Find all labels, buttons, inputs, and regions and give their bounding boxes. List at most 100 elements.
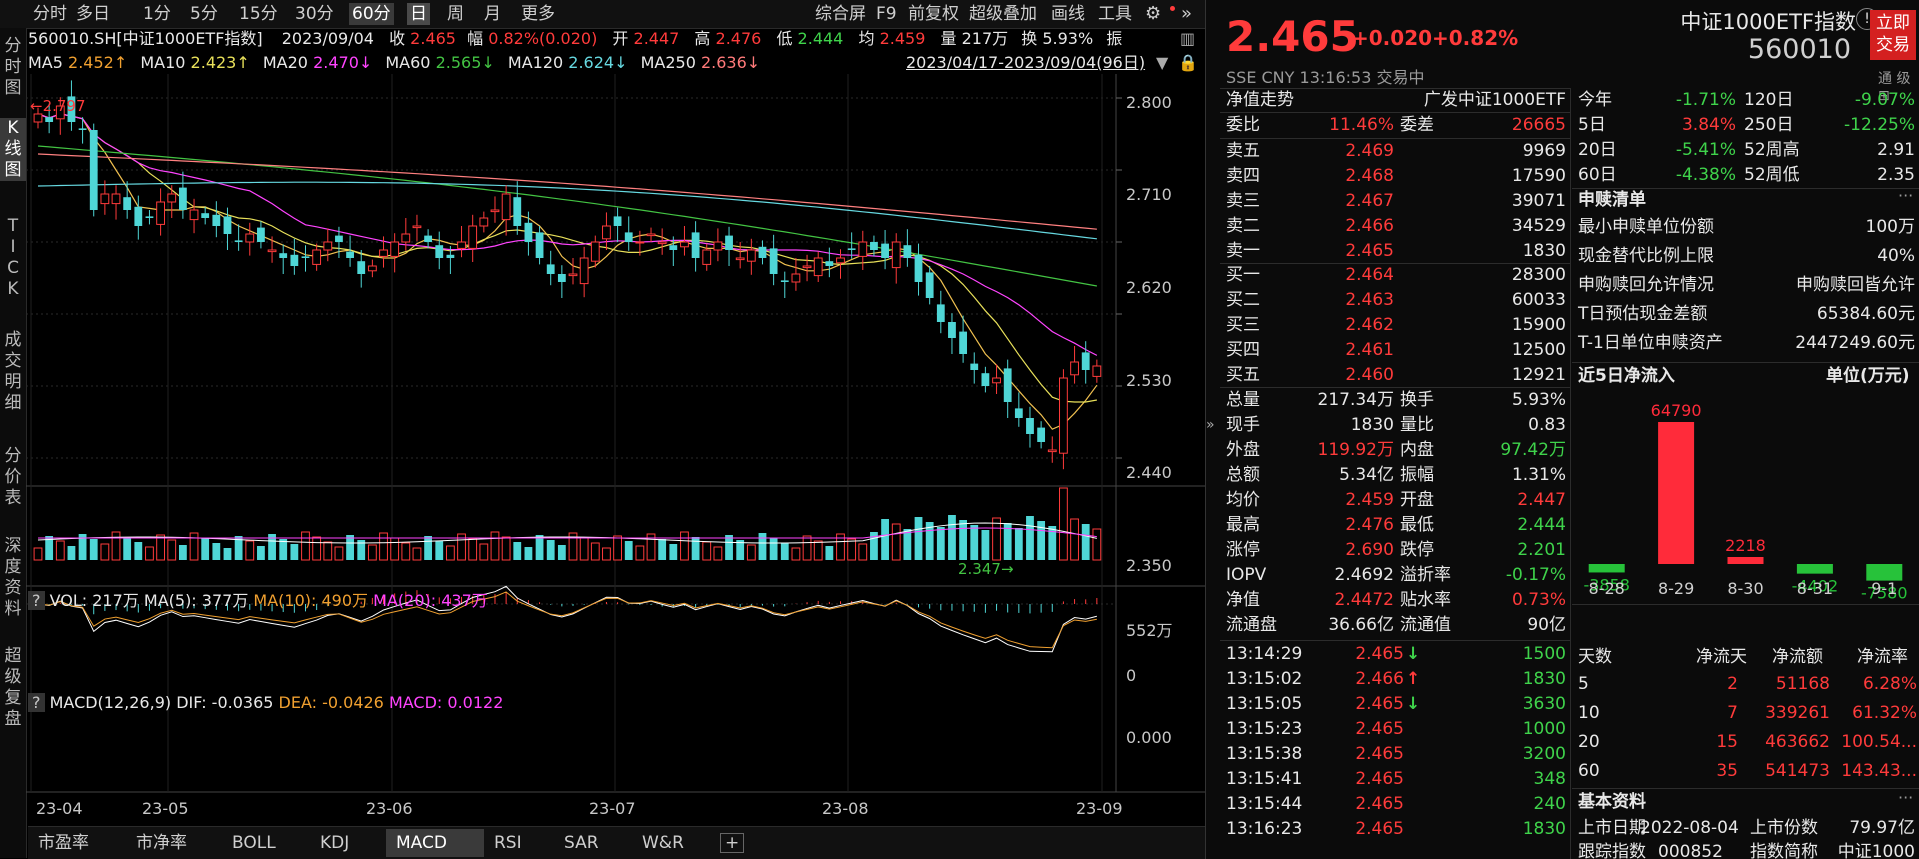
- ask-row[interactable]: 卖四 2.468 17590: [1226, 164, 1570, 188]
- left-tab-depth-data[interactable]: 深度资料: [4, 536, 22, 619]
- left-tab-super-replay[interactable]: 超级复盘: [4, 646, 22, 729]
- period-tab-60min[interactable]: 60分: [349, 3, 394, 25]
- help-icon[interactable]: ?: [28, 693, 45, 712]
- indicator-tab-macd[interactable]: MACD: [386, 829, 484, 857]
- stat-value: -0.17%: [1505, 565, 1566, 585]
- candle-body: [992, 377, 1001, 384]
- left-tab-trade-detail[interactable]: 成交明细: [4, 330, 22, 413]
- ask-row[interactable]: 卖三 2.467 39071: [1226, 189, 1570, 213]
- more-icon[interactable]: ···: [1898, 186, 1914, 205]
- gear-icon[interactable]: ⚙: [1145, 3, 1162, 24]
- candle-body: [936, 304, 945, 322]
- candle-body: [435, 245, 444, 258]
- order-ratio-value: 11.46%: [1329, 115, 1394, 135]
- bid-row[interactable]: 买四 2.461 12500: [1226, 338, 1570, 362]
- period-tab-multiday[interactable]: 多日: [76, 4, 110, 24]
- candle-body: [468, 225, 478, 249]
- indicator-tab-kdj[interactable]: KDJ: [320, 833, 350, 853]
- ask-row[interactable]: 卖五 2.469 9969: [1226, 139, 1570, 163]
- candle-body: [791, 273, 801, 283]
- stat-value: 5.93%: [1511, 390, 1566, 410]
- perf-value: 3.84%: [1681, 115, 1736, 135]
- indicator-tab-sar[interactable]: SAR: [564, 833, 599, 853]
- date-range[interactable]: 2023/04/17-2023/09/04(96日): [906, 53, 1146, 72]
- tick-row[interactable]: 13:15:44 2.465 240: [1226, 792, 1570, 816]
- period-tab-week[interactable]: 周: [447, 4, 464, 24]
- period-tab-5min[interactable]: 5分: [190, 4, 218, 24]
- volume-bar: [212, 543, 221, 560]
- add-indicator-icon[interactable]: +: [720, 833, 745, 853]
- tick-row[interactable]: 13:16:23 2.465 1830: [1226, 817, 1570, 841]
- period-tab-intraday[interactable]: 分时: [33, 4, 67, 24]
- layout-icon[interactable]: ▥: [1180, 29, 1196, 48]
- period-tab-month[interactable]: 月: [484, 4, 501, 24]
- basic-value: 000852: [1658, 842, 1723, 859]
- toolbar-tools[interactable]: 工具: [1098, 4, 1132, 24]
- tick-row[interactable]: 13:15:38 2.465 3200: [1226, 742, 1570, 766]
- toolbar-draw-line[interactable]: 画线: [1051, 4, 1085, 24]
- bid-row[interactable]: 买二 2.463 60033: [1226, 288, 1570, 312]
- kline-chart-area[interactable]: [26, 74, 1205, 826]
- indicator-tab-wr[interactable]: W&R: [642, 833, 684, 853]
- tick-row[interactable]: 13:15:41 2.465 348: [1226, 767, 1570, 791]
- low-value: 2.444: [797, 29, 844, 48]
- tick-row[interactable]: 13:15:05 2.465 ↓ 3630: [1226, 692, 1570, 716]
- inflow-days: 20: [1578, 732, 1600, 752]
- bid-row[interactable]: 买三 2.462 15900: [1226, 313, 1570, 337]
- perf-row: 5日 3.84% 250日 -12.25%: [1578, 113, 1919, 137]
- bid-row[interactable]: 买一 2.464 28300: [1226, 263, 1570, 287]
- lock-icon[interactable]: 🔒: [1178, 53, 1198, 72]
- stat-label: 现手: [1226, 415, 1260, 435]
- volume-bar: [445, 545, 455, 561]
- nav-row[interactable]: 净值走势 广发中证1000ETF: [1226, 88, 1570, 112]
- tick-price: 2.465: [1355, 769, 1404, 789]
- perf-label: 60日: [1578, 165, 1617, 185]
- help-icon[interactable]: ?: [28, 591, 45, 610]
- toolbar-super-overlay[interactable]: 超级叠加: [969, 4, 1037, 24]
- period-tab-1min[interactable]: 1分: [143, 4, 171, 24]
- left-tab-timeshare[interactable]: 分时图: [4, 36, 22, 98]
- dropdown-triangle-icon[interactable]: ▼: [1156, 53, 1169, 72]
- indicator-tab-pe[interactable]: 市盈率: [38, 833, 89, 853]
- inflow-header-row: 天数 净流天 净流额 净流率: [1578, 645, 1919, 669]
- tick-row[interactable]: 13:15:23 2.465 1000: [1226, 717, 1570, 741]
- left-tab-price-table[interactable]: 分价表: [4, 446, 22, 508]
- bid-row[interactable]: 买五 2.460 12921: [1226, 363, 1570, 387]
- toolbar-composite-screen[interactable]: 综合屏: [815, 4, 866, 24]
- candle-body: [1059, 377, 1068, 454]
- ask-row[interactable]: 卖一 2.465 1830: [1226, 239, 1570, 263]
- subscription-title: 申赎清单: [1578, 190, 1646, 210]
- trade-now-button[interactable]: 立即 交易: [1870, 10, 1916, 60]
- macd-title: MACD(12,26,9): [49, 693, 172, 712]
- ask-row[interactable]: 卖二 2.466 34529: [1226, 214, 1570, 238]
- candle-body: [1037, 427, 1046, 442]
- ma120-value: 2.624↓: [568, 53, 628, 72]
- volume-bar: [535, 535, 544, 560]
- toolbar-forward-adjust[interactable]: 前复权: [908, 4, 959, 24]
- volume-bar: [301, 531, 310, 561]
- volume-bar: [891, 523, 901, 561]
- collapse-arrow-icon[interactable]: »: [1206, 417, 1215, 433]
- indicator-tab-pb[interactable]: 市净率: [136, 833, 187, 853]
- period-tab-more[interactable]: 更多: [521, 4, 555, 24]
- period-tab-30min[interactable]: 30分: [295, 4, 334, 24]
- volume-bar: [936, 527, 945, 560]
- panel-divider[interactable]: [1205, 0, 1206, 859]
- scroll-icons[interactable]: 通 级 ⊞: [1878, 71, 1911, 104]
- tick-row[interactable]: 13:14:29 2.465 ↓ 1500: [1226, 642, 1570, 666]
- period-tab-day[interactable]: 日: [407, 3, 430, 25]
- ma60-value: 2.565↓: [435, 53, 495, 72]
- candle-body: [891, 241, 901, 269]
- toolbar-f9[interactable]: F9: [876, 4, 897, 24]
- tick-row[interactable]: 13:15:02 2.466 ↑ 1830: [1226, 667, 1570, 691]
- candle-body: [490, 209, 500, 213]
- double-chevron-right-icon[interactable]: »: [1181, 3, 1193, 24]
- indicator-tab-rsi[interactable]: RSI: [494, 833, 522, 853]
- indicator-tab-boll[interactable]: BOLL: [232, 833, 276, 853]
- more-icon[interactable]: ···: [1898, 788, 1914, 807]
- inflow-days: 5: [1578, 674, 1589, 694]
- period-tab-15min[interactable]: 15分: [239, 4, 278, 24]
